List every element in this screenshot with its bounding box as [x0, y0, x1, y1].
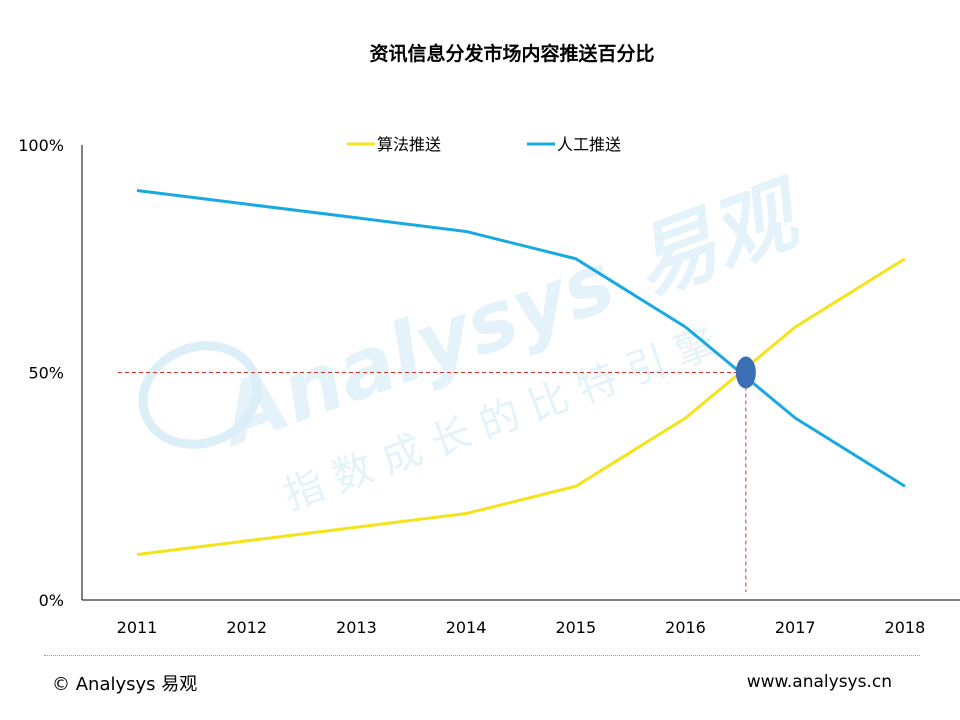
x-tick-label: 2016 [665, 618, 706, 637]
series-line-1 [136, 257, 906, 556]
y-tick-label: 0% [39, 591, 64, 610]
footer-copyright: © Analysys 易观 [52, 674, 198, 695]
footer-divider [44, 655, 920, 656]
crossover-marker [735, 356, 756, 389]
x-tick-label: 2012 [226, 618, 267, 637]
footer-website[interactable]: www.analysys.cn [746, 672, 892, 692]
legend: 算法推送 人工推送 [347, 135, 621, 154]
legend-label-2: 人工推送 [557, 135, 621, 154]
crossover-marker-layer [735, 356, 756, 389]
watermark: Analysys 易观 指数成长的比特引擎 [138, 165, 817, 519]
y-tick-label: 50% [28, 364, 64, 383]
series-layer [136, 189, 906, 556]
x-tick-label: 2013 [336, 618, 377, 637]
y-tick-labels: 0% 50% 100% [18, 136, 64, 610]
x-tick-label: 2014 [446, 618, 487, 637]
series-line-2 [136, 189, 906, 488]
legend-label-1: 算法推送 [377, 135, 441, 154]
x-tick-label: 2017 [775, 618, 816, 637]
y-tick-label: 100% [18, 136, 64, 155]
crossover-guides [118, 372, 747, 592]
x-tick-label: 2018 [885, 618, 926, 637]
x-tick-label: 2011 [117, 618, 158, 637]
chart-title: 资讯信息分发市场内容推送百分比 [369, 42, 654, 65]
x-tick-label: 2015 [555, 618, 596, 637]
x-tick-labels: 2011 2012 2013 2014 2015 2016 2017 2018 [117, 618, 926, 637]
